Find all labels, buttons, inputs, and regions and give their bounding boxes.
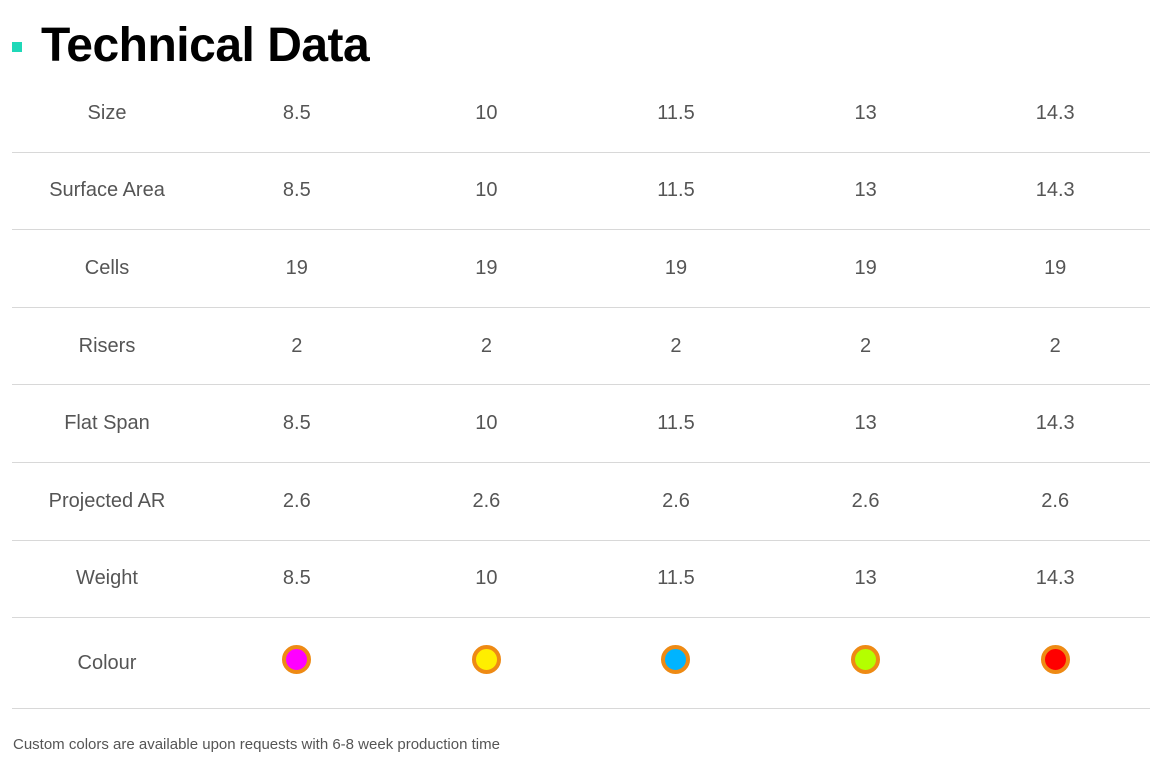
colour-cell — [960, 617, 1150, 710]
table-cell: 2.6 — [202, 462, 392, 541]
table-cell: 14.3 — [960, 75, 1150, 153]
table-row-size: Size 8.5 10 11.5 13 14.3 — [12, 75, 1150, 153]
table-cell: 10 — [391, 384, 582, 463]
table-cell: 10 — [391, 540, 582, 619]
table-cell: 14.3 — [960, 152, 1150, 231]
table-cell: 14.3 — [960, 384, 1150, 463]
row-label: Flat Span — [12, 384, 202, 463]
row-label: Cells — [12, 229, 202, 308]
table-cell: 10 — [391, 152, 582, 231]
table-cell: 19 — [581, 229, 771, 308]
heading-marker — [12, 42, 22, 52]
row-label: Colour — [12, 617, 202, 710]
row-label: Size — [12, 75, 202, 153]
colour-swatch-blue[interactable] — [661, 644, 691, 674]
table-cell: 8.5 — [202, 75, 392, 153]
table-row-colour: Colour — [12, 617, 1150, 710]
table-cell: 2.6 — [770, 462, 961, 541]
table-cell: 2 — [770, 307, 961, 386]
table-cell: 2 — [960, 307, 1150, 386]
custom-colors-note: Custom colors are available upon request… — [13, 736, 500, 753]
table-cell: 2.6 — [391, 462, 582, 541]
table-cell: 14.3 — [960, 540, 1150, 619]
table-cell: 8.5 — [202, 152, 392, 231]
table-cell: 10 — [391, 75, 582, 153]
row-label: Projected AR — [12, 462, 202, 541]
table-cell: 13 — [770, 75, 961, 153]
table-cell: 13 — [770, 152, 961, 231]
table-cell: 19 — [960, 229, 1150, 308]
page-title: Technical Data — [41, 19, 370, 72]
table-cell: 11.5 — [581, 540, 771, 619]
section-heading: Technical Data — [12, 18, 370, 74]
colour-cell — [202, 617, 392, 710]
table-cell: 2 — [581, 307, 771, 386]
colour-swatch-red[interactable] — [1040, 644, 1070, 674]
table-row-flat-span: Flat Span 8.5 10 11.5 13 14.3 — [12, 384, 1150, 463]
table-cell: 19 — [770, 229, 961, 308]
table-row-weight: Weight 8.5 10 11.5 13 14.3 — [12, 540, 1150, 619]
table-row-projected-ar: Projected AR 2.6 2.6 2.6 2.6 2.6 — [12, 462, 1150, 541]
table-cell: 19 — [391, 229, 582, 308]
table-cell: 13 — [770, 540, 961, 619]
table-cell: 8.5 — [202, 384, 392, 463]
table-cell: 11.5 — [581, 152, 771, 231]
table-cell: 19 — [202, 229, 392, 308]
table-cell: 11.5 — [581, 384, 771, 463]
table-cell: 2 — [391, 307, 582, 386]
colour-swatch-magenta[interactable] — [282, 644, 312, 674]
row-label: Weight — [12, 540, 202, 619]
colour-swatch-yellow[interactable] — [471, 644, 501, 674]
table-cell: 2.6 — [581, 462, 771, 541]
colour-cell — [770, 617, 961, 710]
colour-cell — [391, 617, 582, 710]
colour-swatch-lime[interactable] — [851, 644, 881, 674]
table-cell: 2.6 — [960, 462, 1150, 541]
row-label: Risers — [12, 307, 202, 386]
table-row-surface-area: Surface Area 8.5 10 11.5 13 14.3 — [12, 152, 1150, 231]
table-cell: 13 — [770, 384, 961, 463]
table-row-risers: Risers 2 2 2 2 2 — [12, 307, 1150, 386]
table-cell: 8.5 — [202, 540, 392, 619]
row-label: Surface Area — [12, 152, 202, 231]
table-cell: 11.5 — [581, 75, 771, 153]
table-cell: 2 — [202, 307, 392, 386]
technical-data-table: Size 8.5 10 11.5 13 14.3 Surface Area 8.… — [12, 75, 1150, 710]
colour-cell — [581, 617, 771, 710]
table-row-cells: Cells 19 19 19 19 19 — [12, 229, 1150, 308]
